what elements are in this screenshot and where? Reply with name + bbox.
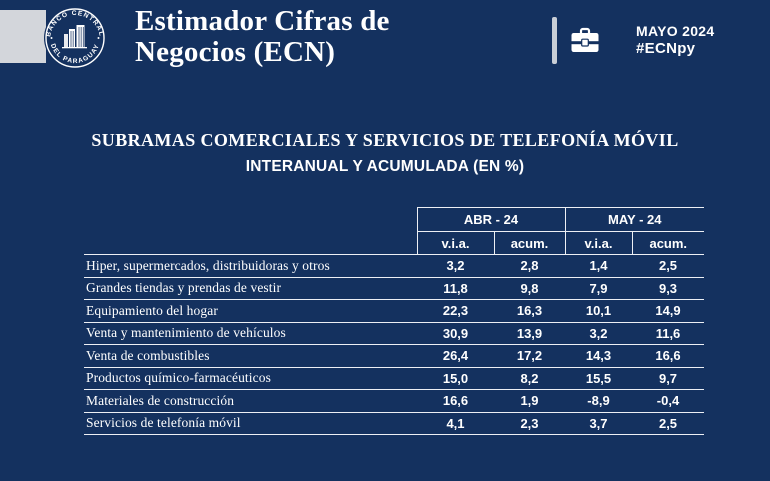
cell-value: 8,2 [494,367,565,390]
cell-value: 16,6 [417,389,494,413]
cell-value: 7,9 [565,277,632,300]
row-label: Servicios de telefonía móvil [84,412,417,435]
table-row: Venta de combustibles 26,4 17,2 14,3 16,6 [84,344,705,368]
period-label: MAYO 2024 [636,23,715,39]
cell-value: 15,0 [417,367,494,390]
row-label: Venta de combustibles [84,344,417,368]
table-row: Grandes tiendas y prendas de vestir 11,8 9… [84,277,705,300]
table-body: Hiper, supermercados, distribuidoras y o… [84,254,705,435]
cell-value: 2,3 [494,412,565,435]
row-label: Materiales de construcción [84,389,417,413]
table-row: Equipamiento del hogar 22,3 16,3 10,1 14,9 [84,299,705,323]
cell-value: 17,2 [494,344,565,368]
data-table: ABR - 24 MAY - 24 v.i.a. acum. v.i.a. ac… [84,207,705,435]
sub-header-row: v.i.a. acum. v.i.a. acum. [84,231,705,255]
table-row: Materiales de construcción 16,6 1,9 -8,9 -0,… [84,389,705,413]
cell-value: 16,3 [494,299,565,323]
cell-value: 22,3 [417,299,494,323]
header-spacer [84,208,417,232]
cell-value: 9,7 [632,367,705,390]
app-title-line1: Estimador Cifras de [135,5,390,37]
cell-value: 4,1 [417,412,494,435]
header-divider-bar [552,17,557,64]
seal-building-icon [62,25,87,49]
row-label: Productos químico-farmacéuticos [84,367,417,390]
page-subtitle: INTERANUAL Y ACUMULADA (EN %) [245,158,525,175]
cell-value: 9,8 [494,277,565,300]
header-gray-accent-bar [0,10,46,63]
cell-value: 2,8 [494,254,565,278]
period-block: MAYO 2024 #ECNpy [636,23,714,57]
row-label: Venta y mantenimiento de vehículos [84,322,417,345]
cell-value: -8,9 [565,389,632,413]
sub-header-may-acum: acum. [631,231,705,255]
row-label: Hiper, supermercados, distribuidoras y o… [84,254,417,278]
cell-value: 15,5 [565,367,632,390]
group-header-row: ABR - 24 MAY - 24 [84,207,705,232]
cell-value: 2,5 [632,254,705,278]
sub-header-abr-via: v.i.a. [416,231,494,255]
table-row: Hiper, supermercados, distribuidoras y o… [84,254,705,278]
sub-header-may-via: v.i.a. [564,231,632,255]
cell-value: 13,9 [494,322,565,345]
app-title: Estimador Cifras de Negocios (ECN) [135,6,390,68]
cell-value: 1,9 [494,389,565,413]
cell-value: 3,2 [417,254,494,278]
cell-value: 11,8 [417,277,494,300]
table-row: Servicios de telefonía móvil 4,1 2,3 3,7 2,5 [84,412,705,435]
cell-value: -0,4 [632,389,705,413]
group-header-may: MAY - 24 [564,207,705,232]
cell-value: 26,4 [417,344,494,368]
bcp-seal-logo: BANCO CENTRAL DEL PARAGUAY [44,7,106,69]
group-header-abr: ABR - 24 [416,207,565,232]
cell-value: 14,9 [632,299,705,323]
cell-value: 30,9 [417,322,494,345]
cell-value: 2,5 [632,412,705,435]
cell-value: 3,7 [565,412,632,435]
cell-value: 14,3 [565,344,632,368]
table-row: Productos químico-farmacéuticos 15,0 8,2 15… [84,367,705,390]
table-row: Venta y mantenimiento de vehículos 30,9 13… [84,322,705,345]
cell-value: 10,1 [565,299,632,323]
row-label: Grandes tiendas y prendas de vestir [84,277,417,300]
hashtag-label: #ECNpy [636,40,696,57]
briefcase-icon [571,27,599,52]
sub-header-abr-acum: acum. [493,231,565,255]
header-spacer [84,231,417,255]
cell-value: 11,6 [632,322,705,345]
app-title-line2: Negocios (ECN) [135,36,336,68]
cell-value: 16,6 [632,344,705,368]
cell-value: 9,3 [632,277,705,300]
cell-value: 1,4 [565,254,632,278]
cell-value: 3,2 [565,322,632,345]
row-label: Equipamiento del hogar [84,299,417,323]
page-title: SUBRAMAS COMERCIALES Y SERVICIOS DE TELE… [91,130,679,150]
